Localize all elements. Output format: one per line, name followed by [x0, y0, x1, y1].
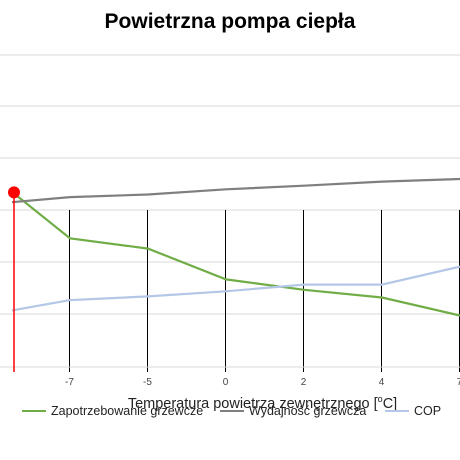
legend-label-demand: Zapotrzebowanie grzewcze [51, 404, 204, 418]
series-line-0 [11, 191, 460, 317]
legend: Zapotrzebowanie grzewcze Wydajność grzew… [0, 402, 460, 422]
legend-swatch-demand [22, 410, 46, 412]
x-tick-label: 7 [457, 377, 460, 388]
x-tick-label: 0 [223, 377, 229, 388]
x-tick-label: 2 [301, 377, 307, 388]
x-axis-title-tail: C] [382, 395, 398, 412]
balance-point-marker [8, 186, 20, 199]
x-axis-title: Temperatura powietrza zewnętrznego [oC] [0, 394, 460, 412]
x-tick-label: -5 [143, 377, 152, 388]
legend-item-cop: COP [385, 404, 441, 418]
x-tick-label: 4 [379, 377, 385, 388]
series-line-2 [11, 265, 460, 312]
legend-item-capacity: Wydajność grzewcza [220, 404, 366, 418]
legend-label-cop: COP [414, 404, 442, 418]
legend-swatch-cop [385, 410, 409, 412]
chart-title: Powietrzna pompa ciepła [104, 10, 356, 33]
series-line-1 [11, 177, 460, 204]
legend-label-capacity: Wydajność grzewcza [249, 404, 367, 418]
x-axis-title-sup: o [377, 394, 383, 404]
legend-swatch-capacity [220, 410, 244, 412]
x-axis-title-text: Temperatura powietrza zewnętrznego [ [127, 395, 378, 412]
x-tick-label: -7 [65, 377, 74, 388]
legend-item-demand: Zapotrzebowanie grzewcze [22, 404, 203, 418]
